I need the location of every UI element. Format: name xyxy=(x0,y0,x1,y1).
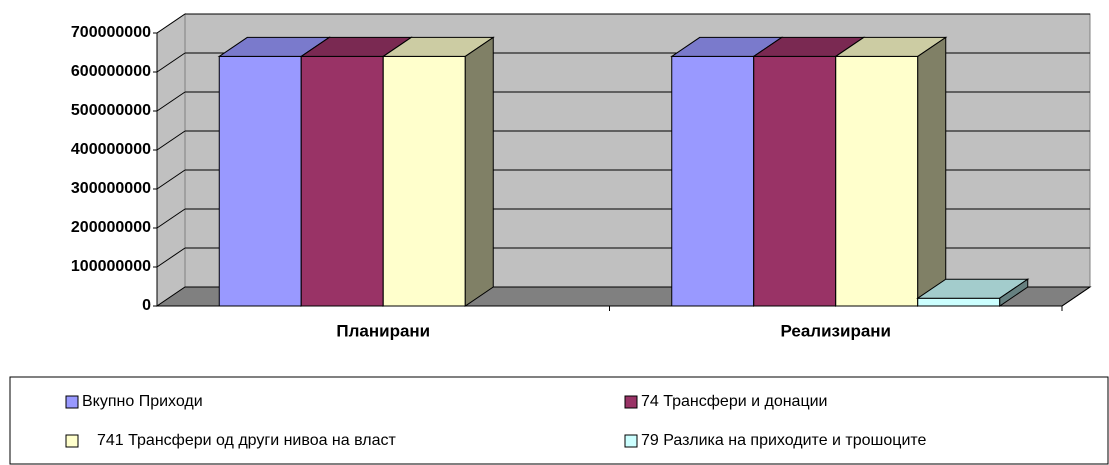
grid-line xyxy=(156,130,186,151)
grid-line xyxy=(156,247,186,268)
legend-label: 741 Трансфери од други нивоа на власт xyxy=(97,432,396,449)
grid-line xyxy=(156,13,186,34)
grid-line xyxy=(156,169,186,190)
legend-swatch xyxy=(624,434,638,448)
grid-line xyxy=(156,91,186,112)
bar-face xyxy=(382,55,466,307)
grid-line xyxy=(156,52,186,73)
bar-face xyxy=(300,55,384,307)
bar-face xyxy=(218,55,302,307)
legend-swatch xyxy=(65,434,79,448)
y-tick-label: 500000000 xyxy=(71,102,151,119)
y-tick-label: 300000000 xyxy=(71,180,151,197)
legend-swatch xyxy=(624,395,638,409)
bar-face xyxy=(835,55,919,307)
y-tick-label: 200000000 xyxy=(71,219,151,236)
bar xyxy=(381,36,495,307)
bar xyxy=(834,36,948,307)
bar xyxy=(916,278,1030,307)
side-wall xyxy=(156,13,186,307)
legend-label: 79 Разлика на приходите и трошоците xyxy=(641,432,927,449)
bar-face xyxy=(753,55,837,307)
y-tick-label: 400000000 xyxy=(71,141,151,158)
grid-line xyxy=(156,208,186,229)
x-tick-label: Планирани xyxy=(336,321,430,340)
bar-face xyxy=(917,297,1001,307)
x-tick-label: Реализирани xyxy=(780,321,891,340)
bar-face xyxy=(464,36,494,307)
legend-label: 74 Трансфери и донации xyxy=(641,393,827,410)
bar-face xyxy=(917,36,947,307)
y-tick-label: 100000000 xyxy=(71,258,151,275)
x-axis-depth xyxy=(1061,286,1091,307)
y-tick-label: 700000000 xyxy=(71,24,151,41)
y-tick-label: 0 xyxy=(142,297,151,314)
legend xyxy=(9,376,1109,465)
legend-swatch xyxy=(65,395,79,409)
bar-face xyxy=(671,55,755,307)
legend-label: Вкупно Приходи xyxy=(82,393,203,410)
bar-face xyxy=(999,278,1029,307)
y-tick-label: 600000000 xyxy=(71,63,151,80)
